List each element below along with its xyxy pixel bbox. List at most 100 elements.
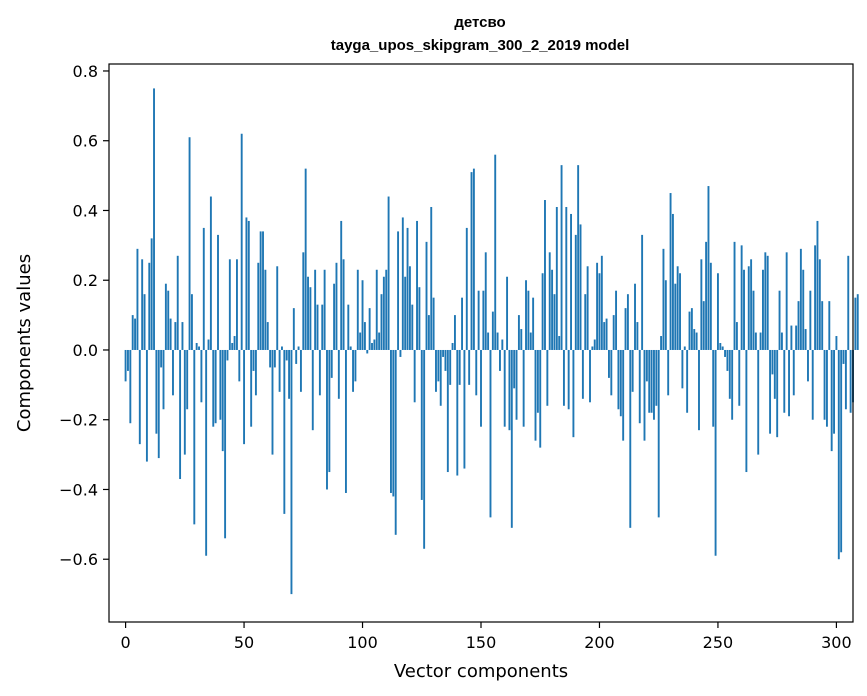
bar-165 (515, 349, 518, 420)
plot-frame (108, 63, 854, 623)
bar-41 (221, 349, 224, 452)
bar-243 (700, 259, 703, 350)
bar-84 (323, 269, 326, 350)
bar-158 (499, 349, 501, 371)
bar-93 (344, 349, 347, 493)
bar-109 (382, 276, 385, 350)
bar-134 (442, 349, 445, 357)
bar-128 (427, 315, 430, 350)
bar-196 (589, 349, 591, 403)
bar-32 (200, 349, 203, 403)
bar-294 (821, 301, 824, 350)
bar-132 (437, 349, 440, 382)
bar-135 (444, 349, 447, 371)
bar-205 (610, 349, 613, 396)
bar-167 (520, 329, 523, 350)
bar-97 (354, 349, 357, 382)
bar-85 (326, 349, 328, 490)
bar-289 (809, 290, 812, 350)
bar-194 (584, 294, 587, 350)
bar-221 (648, 349, 651, 413)
bar-273 (771, 349, 774, 375)
bar-130 (432, 297, 435, 350)
bar-131 (435, 349, 437, 392)
bar-65 (278, 349, 281, 392)
bar-195 (586, 266, 589, 350)
bar-187 (567, 349, 570, 410)
bar-220 (645, 349, 648, 382)
bar-70 (290, 349, 293, 595)
bar-45 (231, 343, 234, 350)
bar-283 (795, 325, 798, 350)
bar-50 (243, 349, 246, 445)
bar-295 (823, 349, 826, 420)
bar-40 (219, 349, 222, 420)
bar-144 (465, 227, 468, 350)
bar-104 (371, 343, 373, 350)
bar-74 (299, 349, 302, 392)
bar-16 (162, 349, 165, 410)
bar-103 (368, 308, 371, 350)
bar-78 (309, 287, 312, 350)
bar-10 (148, 262, 151, 350)
bar-14 (157, 349, 160, 459)
bar-161 (506, 276, 509, 350)
bar-258 (735, 322, 738, 350)
bar-20 (172, 349, 174, 396)
bar-124 (418, 287, 421, 350)
bar-256 (731, 349, 734, 420)
bar-23 (179, 349, 182, 480)
bar-234 (679, 273, 681, 350)
bar-9 (145, 349, 148, 462)
bar-214 (631, 349, 634, 392)
bar-58 (262, 231, 264, 350)
bar-186 (565, 206, 568, 350)
bar-79 (311, 349, 314, 431)
bar-118 (404, 276, 407, 350)
bar-154 (489, 349, 492, 518)
chart-title: детсво (454, 14, 505, 31)
bar-101 (363, 322, 366, 350)
chart-subtitle: tayga_upos_skipgram_300_2_2019 model (331, 37, 630, 54)
bar-175 (539, 349, 542, 448)
bar-270 (764, 252, 767, 350)
bar-287 (804, 329, 807, 350)
bar-87 (330, 349, 333, 378)
bar-123 (416, 220, 418, 350)
bar-248 (712, 349, 715, 427)
bar-293 (818, 259, 821, 350)
bar-230 (669, 193, 672, 350)
bar-62 (271, 349, 274, 455)
bar-301 (837, 349, 840, 560)
bar-90 (337, 349, 340, 399)
bar-300 (835, 336, 838, 350)
bar-18 (167, 290, 170, 350)
bar-267 (757, 349, 760, 455)
bar-106 (375, 269, 378, 350)
bar-29 (193, 349, 196, 525)
bar-95 (349, 346, 352, 350)
bar-139 (453, 315, 456, 350)
bar-215 (634, 283, 636, 350)
bar-271 (766, 255, 769, 350)
bar-26 (186, 349, 189, 410)
bar-262 (745, 349, 748, 473)
bar-276 (778, 290, 781, 350)
bar-176 (541, 273, 544, 350)
bar-28 (190, 294, 193, 350)
bar-25 (183, 349, 186, 455)
bar-241 (695, 332, 698, 350)
bar-244 (702, 301, 705, 350)
bar-308 (854, 297, 857, 350)
bar-7 (141, 259, 144, 350)
bar-288 (807, 349, 809, 382)
bar-150 (480, 349, 482, 427)
bar-89 (335, 262, 338, 350)
bar-177 (544, 200, 546, 350)
bar-159 (501, 339, 504, 350)
bar-252 (721, 346, 724, 350)
bar-253 (724, 349, 726, 357)
bar-180 (551, 269, 554, 350)
bar-277 (780, 332, 783, 350)
bar-218 (641, 234, 644, 350)
